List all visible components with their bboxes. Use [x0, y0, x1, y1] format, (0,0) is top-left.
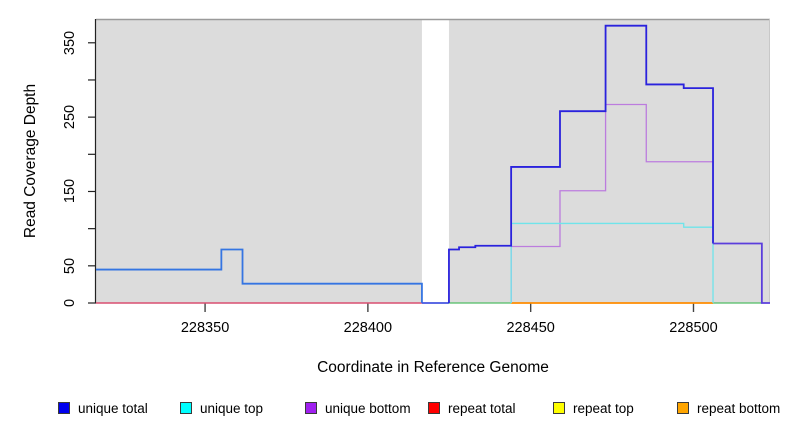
- legend-item-unique-total: unique total: [58, 399, 148, 417]
- x-tick-label: 228450: [506, 320, 555, 336]
- x-tick-label: 228500: [669, 320, 718, 336]
- legend-item-repeat-top: repeat top: [553, 399, 634, 417]
- x-tick-label: 228400: [343, 320, 393, 336]
- legend-swatch-icon: [180, 402, 192, 414]
- y-tick-label: 50: [62, 257, 78, 274]
- legend-swatch-icon: [677, 402, 689, 414]
- series-line-unique-total: [96, 248, 423, 303]
- masked-gap-region: [421, 19, 449, 303]
- series-line-unique-total: [713, 242, 770, 304]
- legend-label: repeat bottom: [697, 400, 781, 416]
- legend-item-repeat-bottom: repeat bottom: [677, 399, 780, 417]
- y-tick-label: 350: [62, 30, 78, 55]
- legend-label: unique bottom: [325, 400, 411, 416]
- chart-legend: unique total unique top unique bottom repea…: [0, 399, 792, 419]
- legend-item-unique-top: unique top: [180, 399, 263, 417]
- legend-swatch-icon: [58, 402, 70, 414]
- y-tick-label: 250: [62, 105, 78, 130]
- series-line-unique-bottom: [510, 103, 714, 303]
- y-tick-label: 150: [62, 179, 78, 204]
- x-tick-label: 228350: [180, 320, 230, 336]
- x-axis-title: Coordinate in Reference Genome: [317, 359, 549, 376]
- legend-label: repeat total: [448, 400, 516, 416]
- legend-item-repeat-total: repeat total: [428, 399, 516, 417]
- legend-swatch-icon: [305, 402, 317, 414]
- series-line-unique-total: [448, 24, 714, 303]
- y-axis-title: Read Coverage Depth: [22, 83, 39, 239]
- legend-label: repeat top: [573, 400, 634, 416]
- legend-swatch-icon: [553, 402, 565, 414]
- legend-item-unique-bottom: unique bottom: [305, 399, 411, 417]
- y-tick-label: 0: [62, 298, 78, 308]
- legend-swatch-icon: [428, 402, 440, 414]
- legend-label: unique top: [200, 400, 264, 416]
- legend-label: unique total: [78, 400, 148, 416]
